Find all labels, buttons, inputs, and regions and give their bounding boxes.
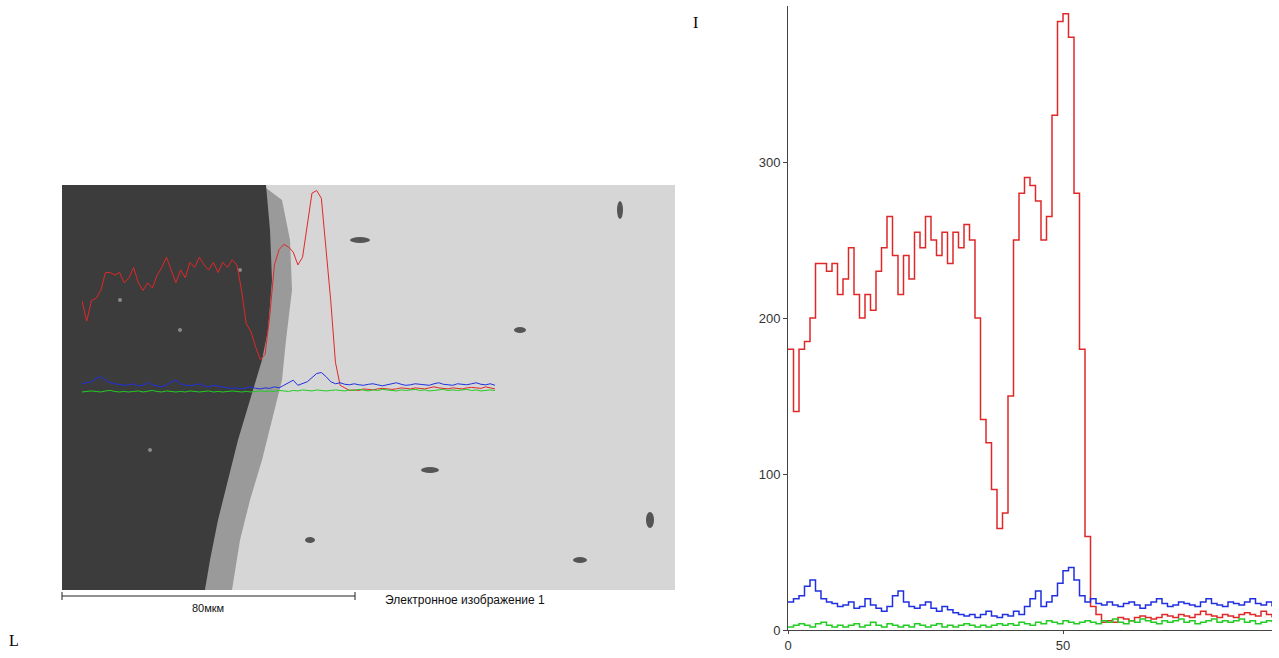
svg-text:200: 200 [759,311,781,326]
svg-text:L: L [9,632,19,649]
svg-text:0: 0 [773,623,780,638]
svg-text:50: 50 [1056,638,1070,653]
svg-text:300: 300 [759,155,781,170]
svg-text:Электронное изображение 1: Электронное изображение 1 [385,593,545,607]
svg-text:80мкм: 80мкм [192,602,224,614]
svg-text:100: 100 [759,467,781,482]
svg-text:0: 0 [784,638,791,653]
svg-text:I: I [693,14,698,31]
